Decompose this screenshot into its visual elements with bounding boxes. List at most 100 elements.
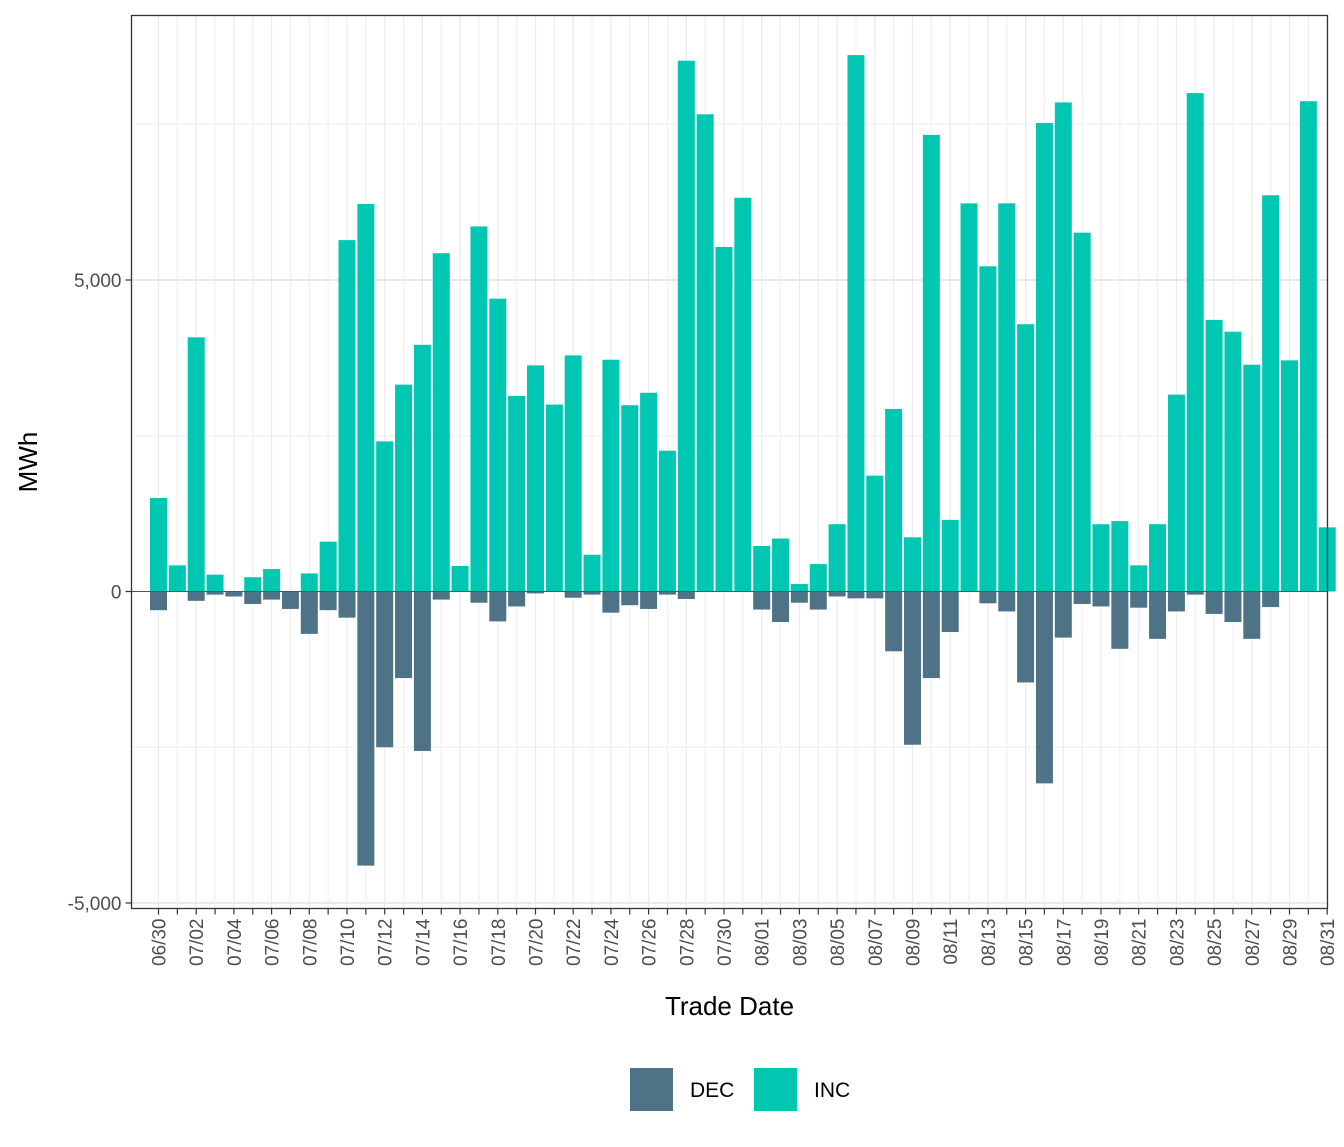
bar-dec (828, 591, 846, 597)
bar-dec (1186, 591, 1204, 595)
bar-dec (150, 591, 167, 611)
bar-inc (847, 55, 865, 592)
bar-inc (790, 584, 808, 592)
bar-inc (1224, 331, 1242, 592)
x-tick-label: 07/18 (489, 919, 510, 967)
bar-inc (1054, 102, 1072, 592)
bar-inc (545, 404, 563, 592)
x-tick-label: 08/09 (904, 919, 925, 967)
bar-inc (338, 240, 356, 592)
bar-inc (357, 203, 375, 592)
bar-dec (319, 591, 337, 611)
bar-inc (640, 392, 658, 592)
bar-inc (696, 114, 714, 592)
bar-dec (225, 591, 243, 597)
bar-dec (772, 591, 790, 623)
bar-inc (432, 253, 450, 592)
x-tick-label: 07/24 (602, 918, 623, 966)
bar-inc (1243, 364, 1261, 592)
x-tick-label: 08/13 (979, 919, 1000, 967)
bar-dec (1167, 591, 1185, 612)
bar-inc (866, 475, 884, 592)
bar-inc (772, 538, 790, 592)
bar-inc (734, 197, 752, 592)
bar-inc (187, 337, 205, 592)
bar-inc (941, 519, 959, 592)
bar-dec (1035, 591, 1053, 784)
x-tick-label: 07/14 (413, 918, 434, 966)
bar-dec (413, 591, 431, 751)
bar-dec (790, 591, 808, 603)
bar-inc (263, 569, 281, 592)
bar-dec (1243, 591, 1261, 639)
x-tick-label: 07/16 (451, 919, 472, 967)
bar-inc (922, 134, 940, 592)
x-tick-label: 08/17 (1054, 919, 1075, 967)
bar-inc (658, 450, 676, 592)
x-tick-label: 07/28 (677, 919, 698, 967)
bar-dec (1054, 591, 1072, 638)
x-tick-label: 08/01 (753, 919, 774, 967)
x-tick-label: 07/02 (187, 919, 208, 967)
bar-dec (602, 591, 620, 613)
bar-inc (1130, 565, 1148, 592)
x-tick-label: 08/15 (1017, 919, 1038, 967)
bar-inc (960, 203, 978, 592)
bar-inc (602, 359, 620, 592)
bar-dec (640, 591, 658, 609)
bar-dec (1262, 591, 1280, 608)
bar-inc (1262, 195, 1280, 592)
bar-dec (1130, 591, 1148, 608)
bar-inc (753, 546, 771, 592)
x-tick-label: 08/07 (866, 919, 887, 967)
bar-inc (168, 565, 186, 592)
bar-dec (357, 591, 375, 866)
bar-inc (904, 537, 921, 592)
x-tick-label: 08/29 (1281, 919, 1302, 967)
bar-dec (527, 591, 544, 594)
x-tick-label: 07/12 (376, 919, 397, 967)
bar-inc (413, 344, 431, 592)
bar-dec (508, 591, 526, 607)
bar-inc (451, 565, 469, 592)
bar-inc (508, 395, 526, 592)
bar-dec (941, 591, 959, 632)
legend-label-inc: INC (814, 1079, 850, 1102)
bar-inc (1299, 101, 1317, 592)
bar-dec (376, 591, 394, 748)
bar-inc (885, 408, 903, 592)
bar-dec (809, 591, 827, 610)
legend-key-inc (754, 1068, 797, 1111)
x-axis-title: Trade Date (665, 991, 794, 1021)
bar-inc (244, 577, 262, 592)
bar-dec (922, 591, 940, 679)
x-tick-label: 08/11 (941, 919, 962, 965)
bar-dec (583, 591, 601, 595)
x-tick-label: 08/27 (1243, 919, 1264, 967)
legend-key-dec (630, 1068, 673, 1111)
bar-dec (489, 591, 507, 622)
bar-dec (564, 591, 582, 598)
bar-dec (1073, 591, 1091, 604)
x-tick-label: 07/08 (300, 919, 321, 967)
bar-inc (1035, 123, 1053, 592)
bar-inc (376, 441, 394, 592)
bar-dec (866, 591, 884, 599)
x-tick-label: 07/10 (338, 919, 359, 967)
bar-inc (319, 541, 337, 592)
bar-inc (1186, 93, 1204, 592)
legend-label-dec: DEC (690, 1079, 734, 1102)
bar-dec (1017, 591, 1035, 683)
y-tick-label: -5,000 (68, 894, 122, 915)
x-tick-label: 08/23 (1167, 919, 1188, 967)
x-tick-label: 07/22 (564, 919, 585, 967)
bar-dec (281, 591, 299, 609)
x-tick-label: 07/30 (715, 919, 736, 967)
bar-inc (527, 365, 544, 592)
x-tick-label: 08/03 (790, 919, 811, 967)
bar-dec (658, 591, 676, 595)
bar-inc (828, 524, 846, 592)
bar-inc (1092, 524, 1110, 592)
bar-inc (564, 355, 582, 592)
